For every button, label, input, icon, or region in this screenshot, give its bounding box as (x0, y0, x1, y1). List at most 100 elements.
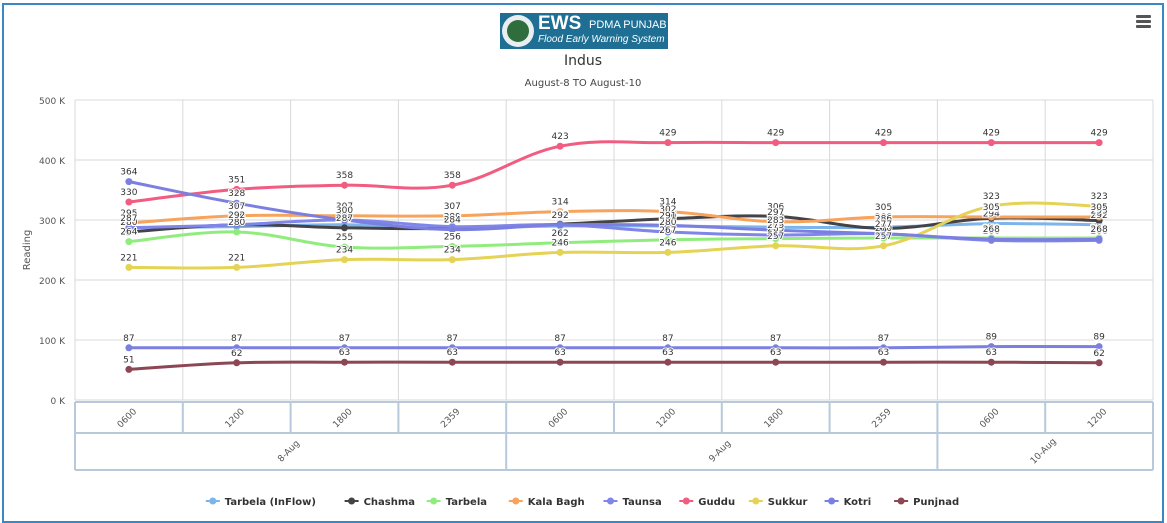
data-point-kala-bagh (987, 213, 995, 221)
data-label-sukkur: 323 (983, 192, 1000, 202)
data-label-chashma: 293 (552, 210, 569, 220)
data-label-kotri: 277 (875, 220, 892, 230)
data-point-upper-flow (556, 344, 564, 352)
data-point-kotri (987, 235, 995, 243)
data-label-tarbela-inflow: 288 (767, 213, 784, 223)
data-label-tarbela: 269 (767, 225, 784, 235)
data-point-guddu (1095, 139, 1103, 147)
data-label-taunsa: 277 (875, 220, 892, 230)
data-label-taunsa: 292 (552, 211, 569, 221)
x-tick-label: 0600 (116, 407, 139, 430)
series-line-guddu (127, 140, 1101, 204)
data-label-taunsa: 292 (228, 211, 245, 221)
data-label-punjnad: 51 (123, 355, 134, 365)
data-point-tarbela (125, 238, 133, 246)
data-point-upper-flow (233, 344, 241, 352)
data-label-guddu: 423 (552, 132, 569, 142)
legend-item-kotri[interactable]: Kotri (824, 497, 872, 508)
data-point-punjnad (341, 358, 348, 366)
legend-label: Tarbela (446, 497, 487, 508)
legend-marker-icon (828, 497, 836, 505)
data-label-taunsa: 280 (659, 218, 676, 228)
legend-item-taunsa[interactable]: Taunsa (603, 497, 662, 508)
data-point-sukkur (1095, 202, 1103, 210)
legend-item-tarbela-inflow[interactable]: Tarbela (InFlow) (205, 497, 316, 508)
legend-item-punjnad[interactable]: Punjnad (894, 497, 959, 508)
data-label-kotri: 328 (228, 189, 245, 199)
chart-frame (2, 3, 1164, 523)
data-label-kala-bagh: 305 (875, 203, 892, 213)
y-tick-label: 300 K (39, 217, 66, 227)
data-label-chashma: 287 (336, 214, 353, 224)
data-label-kala-bagh: 295 (120, 209, 137, 219)
data-label-upper-flow: 87 (554, 334, 565, 344)
legend-label: Punjnad (913, 497, 959, 508)
data-point-taunsa (125, 224, 133, 232)
data-label-chashma: 302 (659, 205, 676, 215)
y-tick-label: 100 K (39, 337, 66, 347)
data-label-punjnad: 63 (986, 348, 997, 358)
legend-marker-icon (512, 497, 520, 505)
data-label-tarbela: 264 (120, 228, 137, 238)
chart-menu-button[interactable] (1136, 15, 1151, 29)
data-label-punjnad: 63 (554, 348, 565, 358)
data-label-tarbela: 270 (983, 224, 1000, 234)
data-point-guddu (233, 185, 241, 193)
legend-item-guddu[interactable]: Guddu (679, 497, 735, 508)
data-point-sukkur (664, 248, 672, 256)
legend-marker-icon (682, 497, 690, 505)
legend-label: Tarbela (InFlow) (225, 497, 316, 508)
data-point-tarbela (664, 236, 672, 244)
data-label-sukkur: 221 (120, 253, 137, 263)
series-line-upper-flow (127, 345, 1101, 350)
y-tick-label: 400 K (39, 157, 66, 167)
data-point-kala-bagh (1095, 213, 1103, 221)
data-point-sukkur (772, 242, 780, 250)
data-point-guddu (664, 139, 672, 147)
data-label-kala-bagh: 297 (767, 208, 784, 218)
data-point-punjnad (772, 358, 780, 366)
data-label-sukkur: 234 (444, 246, 461, 256)
data-point-punjnad (125, 365, 133, 373)
data-label-tarbela-inflow: 292 (336, 211, 353, 221)
y-axis-label: Reading (22, 230, 33, 271)
data-label-tarbela-inflow: 287 (120, 214, 137, 224)
data-point-kala-bagh (556, 208, 564, 216)
data-label-tarbela: 267 (659, 226, 676, 236)
data-label-sukkur: 234 (336, 246, 353, 256)
data-label-kotri: 268 (983, 225, 1000, 235)
legend-item-sukkur[interactable]: Sukkur (748, 497, 808, 508)
data-label-sukkur: 246 (659, 238, 676, 248)
data-label-kala-bagh: 314 (552, 198, 569, 208)
data-label-kotri: 300 (336, 206, 353, 216)
data-label-punjnad: 62 (1093, 349, 1104, 359)
legend-item-tarbela[interactable]: Tarbela (426, 497, 487, 508)
data-label-taunsa: 266 (1091, 226, 1108, 236)
x-tick-label: 0600 (547, 407, 570, 430)
ews-logo: EWS PDMA PUNJAB Flood Early Warning Syst… (500, 13, 668, 49)
data-point-taunsa (772, 231, 780, 239)
data-label-tarbela: 270 (1091, 224, 1108, 234)
data-point-taunsa (233, 221, 241, 229)
data-label-guddu: 429 (983, 129, 1000, 139)
date-group-label: 10-Aug (1029, 437, 1059, 467)
data-label-punjnad: 62 (231, 349, 242, 359)
logo-brand: EWS (538, 13, 582, 34)
series-layer (125, 139, 1103, 373)
data-point-punjnad (556, 358, 564, 366)
x-tick-label: 2359 (439, 407, 462, 430)
legend-item-chashma[interactable]: Chashma (344, 497, 415, 508)
series-line-punjnad (127, 360, 1101, 371)
series-line-kala-bagh (127, 209, 1101, 225)
legend-item-kala-bagh[interactable]: Kala Bagh (508, 497, 585, 508)
data-label-sukkur: 257 (767, 232, 784, 242)
data-point-kotri (1095, 235, 1103, 243)
data-label-kotri: 283 (767, 216, 784, 226)
data-label-chashma: 303 (983, 204, 1000, 214)
data-label-punjnad: 63 (770, 348, 781, 358)
data-point-sukkur (987, 202, 995, 210)
data-label-kotri: 364 (120, 168, 137, 178)
data-label-tarbela-inflow: 290 (659, 212, 676, 222)
data-label-guddu: 429 (659, 129, 676, 139)
legend-label: Kala Bagh (528, 497, 585, 508)
